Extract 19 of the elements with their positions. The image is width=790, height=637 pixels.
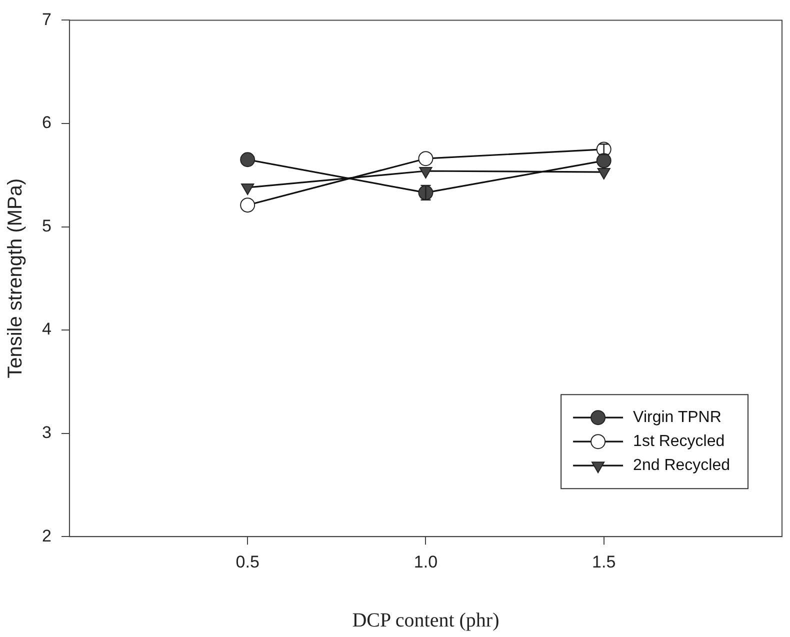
point [596,153,612,168]
y-tick-label: 4 [42,320,52,339]
y-axis-title: Tensile strength (MPa) [4,178,27,378]
x-axis-title: DCP content (phr) [352,609,500,632]
x-tick-label: 0.5 [236,552,260,572]
point [419,166,432,178]
y-tick-label: 5 [42,216,52,236]
legend-label: 1st Recycled [633,433,725,450]
legend-label: 2nd Recycled [633,457,730,474]
y-tick-label: 6 [42,113,52,132]
x-tick-label: 1.5 [592,552,616,572]
legend-label: Virgin TPNR [633,409,722,426]
y-tick-label: 7 [42,10,52,29]
y-tick-label: 2 [42,526,52,546]
y-tick-label: 3 [42,423,52,442]
point [240,198,256,213]
x-tick-label: 1.0 [414,552,438,572]
point [240,152,256,168]
point [418,151,434,166]
